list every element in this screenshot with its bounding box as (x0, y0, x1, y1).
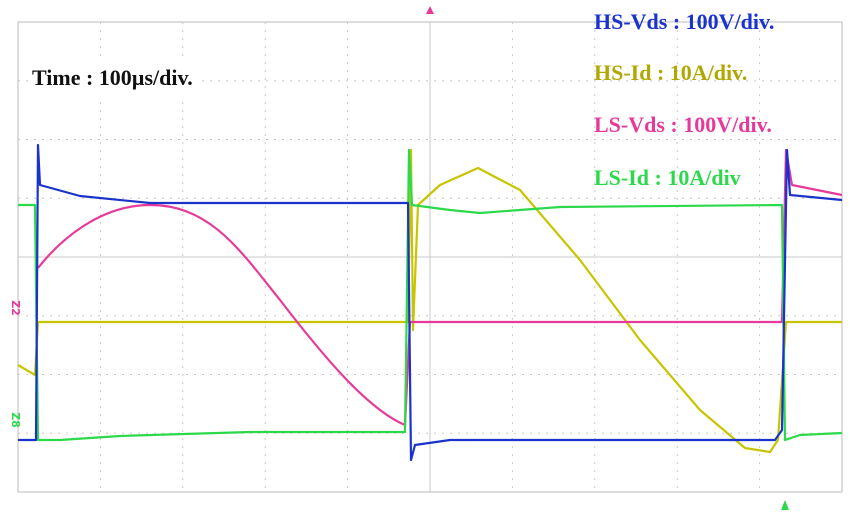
hs-id-label: HS-Id : 10A/div. (594, 60, 747, 85)
time-label-bg (28, 60, 198, 98)
ls-id-label: LS-Id : 10A/div (594, 165, 741, 190)
hs-vds-trace (18, 143, 843, 462)
position-marker (781, 500, 789, 510)
time-label: Time : 100µs/div. (32, 65, 193, 90)
z8-marker: Z8 (9, 412, 22, 428)
ls-vds-label: LS-Vds : 100V/div. (594, 112, 772, 137)
hs-id-trace (17, 148, 842, 454)
z2-marker: Z2 (9, 300, 22, 316)
hs-vds-label: HS-Vds : 100V/div. (594, 9, 774, 34)
ls-vds-trace (37, 148, 843, 427)
trigger-marker (426, 6, 434, 14)
